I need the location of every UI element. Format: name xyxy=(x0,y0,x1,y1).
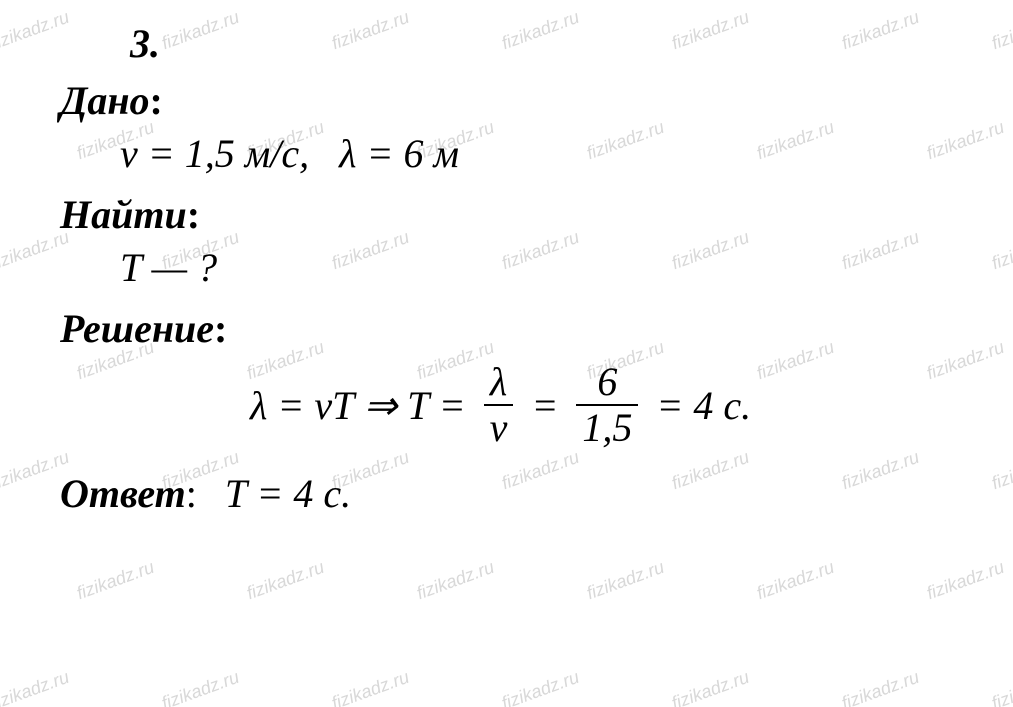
watermark-text: fizikadz.ru xyxy=(244,557,327,604)
find-label: Найти: xyxy=(60,191,953,238)
problem-number: 3. xyxy=(130,20,953,67)
watermark-text: fizikadz.ru xyxy=(0,667,72,707)
watermark-text: fizikadz.ru xyxy=(329,667,412,707)
watermark-text: fizikadz.ru xyxy=(584,557,667,604)
watermark-text: fizikadz.ru xyxy=(924,557,1007,604)
find-label-text: Найти xyxy=(60,192,187,237)
solution-colon: : xyxy=(214,306,227,351)
answer-label: Ответ xyxy=(60,471,186,516)
watermark-text: fizikadz.ru xyxy=(839,667,922,707)
answer-colon: : xyxy=(186,471,197,516)
given-colon: : xyxy=(150,78,163,123)
watermark-text: fizikadz.ru xyxy=(669,667,752,707)
watermark-text: fizikadz.ru xyxy=(989,7,1013,54)
solution-label: Решение: xyxy=(60,305,953,352)
find-colon: : xyxy=(187,192,200,237)
answer-expr: T = 4 с. xyxy=(225,471,351,516)
fraction-6-over-1-5: 6 1,5 xyxy=(576,362,638,448)
find-expr: T — ? xyxy=(120,244,953,291)
content: 3. Дано: v = 1,5 м/с, λ = 6 м Найти: T —… xyxy=(60,20,953,517)
watermark-text: fizikadz.ru xyxy=(414,557,497,604)
page: fizikadz.ru fizikadz.ru fizikadz.ru fizikad… xyxy=(0,0,1013,707)
watermark-text: fizikadz.ru xyxy=(989,667,1013,707)
watermark-text: fizikadz.ru xyxy=(499,667,582,707)
frac2-den: 1,5 xyxy=(576,404,638,448)
watermark-text: fizikadz.ru xyxy=(754,557,837,604)
solution-equation: λ = vT ⇒ T = λ v = 6 1,5 = 4 с. xyxy=(250,362,953,452)
given-label: Дано: xyxy=(60,77,953,124)
eq-tail: = 4 с. xyxy=(656,382,751,429)
given-label-text: Дано xyxy=(60,78,150,123)
fraction-lambda-over-v: λ v xyxy=(484,362,514,448)
watermark-text: fizikadz.ru xyxy=(989,447,1013,494)
watermark-text: fizikadz.ru xyxy=(989,227,1013,274)
watermark-text: fizikadz.ru xyxy=(159,667,242,707)
frac2-num: 6 xyxy=(576,362,638,404)
watermark-text: fizikadz.ru xyxy=(74,557,157,604)
given-v: v = 1,5 м/с, xyxy=(120,131,309,176)
eq-part1: λ = vT ⇒ T = xyxy=(250,382,466,429)
frac1-num: λ xyxy=(484,362,514,404)
eq-mid: = xyxy=(531,382,558,429)
frac1-den: v xyxy=(484,404,514,448)
given-values: v = 1,5 м/с, λ = 6 м xyxy=(120,130,953,177)
solution-label-text: Решение xyxy=(60,306,214,351)
given-lambda: λ = 6 м xyxy=(339,131,459,176)
answer-line: Ответ: T = 4 с. xyxy=(60,470,953,517)
